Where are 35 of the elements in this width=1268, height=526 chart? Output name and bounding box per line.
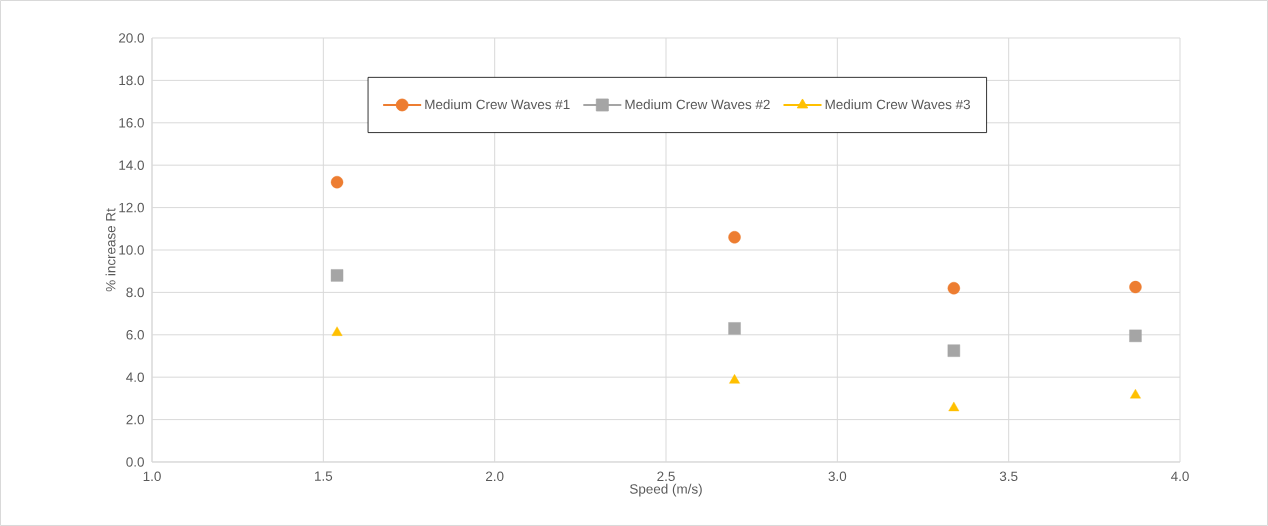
x-tick-label: 3.5 — [999, 471, 1018, 482]
point — [728, 322, 741, 335]
legend-label: Medium Crew Waves #1 — [425, 99, 570, 110]
y-tick-label: 6.0 — [126, 330, 144, 340]
y-tick-label: 2.0 — [126, 414, 144, 425]
y-tick-label: 18.0 — [119, 75, 144, 86]
y-tick-label: 12.0 — [119, 202, 144, 213]
point — [1129, 280, 1142, 294]
point — [330, 269, 344, 282]
point — [1129, 329, 1142, 343]
point — [729, 374, 740, 384]
point — [331, 326, 343, 336]
point — [948, 401, 960, 412]
x-tick-label: 3.0 — [828, 471, 847, 482]
y-tick-label: 8.0 — [126, 287, 144, 298]
x-axis-title: Speed (m/s) — [629, 483, 702, 497]
x-tick-label: 2.5 — [657, 471, 675, 482]
x-tick-label: 4.0 — [1170, 471, 1189, 482]
y-tick-label: 16.0 — [119, 118, 144, 128]
y-tick-label: 20.0 — [118, 33, 144, 43]
y-tick-label: 14.0 — [119, 160, 144, 170]
point — [947, 281, 961, 295]
y-tick-label: 10.0 — [119, 245, 144, 255]
point — [728, 231, 741, 244]
y-axis-title: % increase Rt — [105, 208, 116, 292]
y-tick-label: 4.0 — [126, 372, 144, 382]
legend-label: Medium Crew Waves #2 — [625, 99, 770, 110]
y-tick-label: 0.0 — [126, 457, 144, 467]
x-tick-label: 1.5 — [315, 471, 333, 481]
point — [1130, 389, 1141, 399]
x-tick-label: 2.0 — [486, 471, 504, 482]
point — [330, 175, 344, 189]
point — [947, 344, 961, 357]
x-tick-label: 1.0 — [143, 471, 161, 482]
legend-label: Medium Crew Waves #3 — [825, 99, 970, 110]
